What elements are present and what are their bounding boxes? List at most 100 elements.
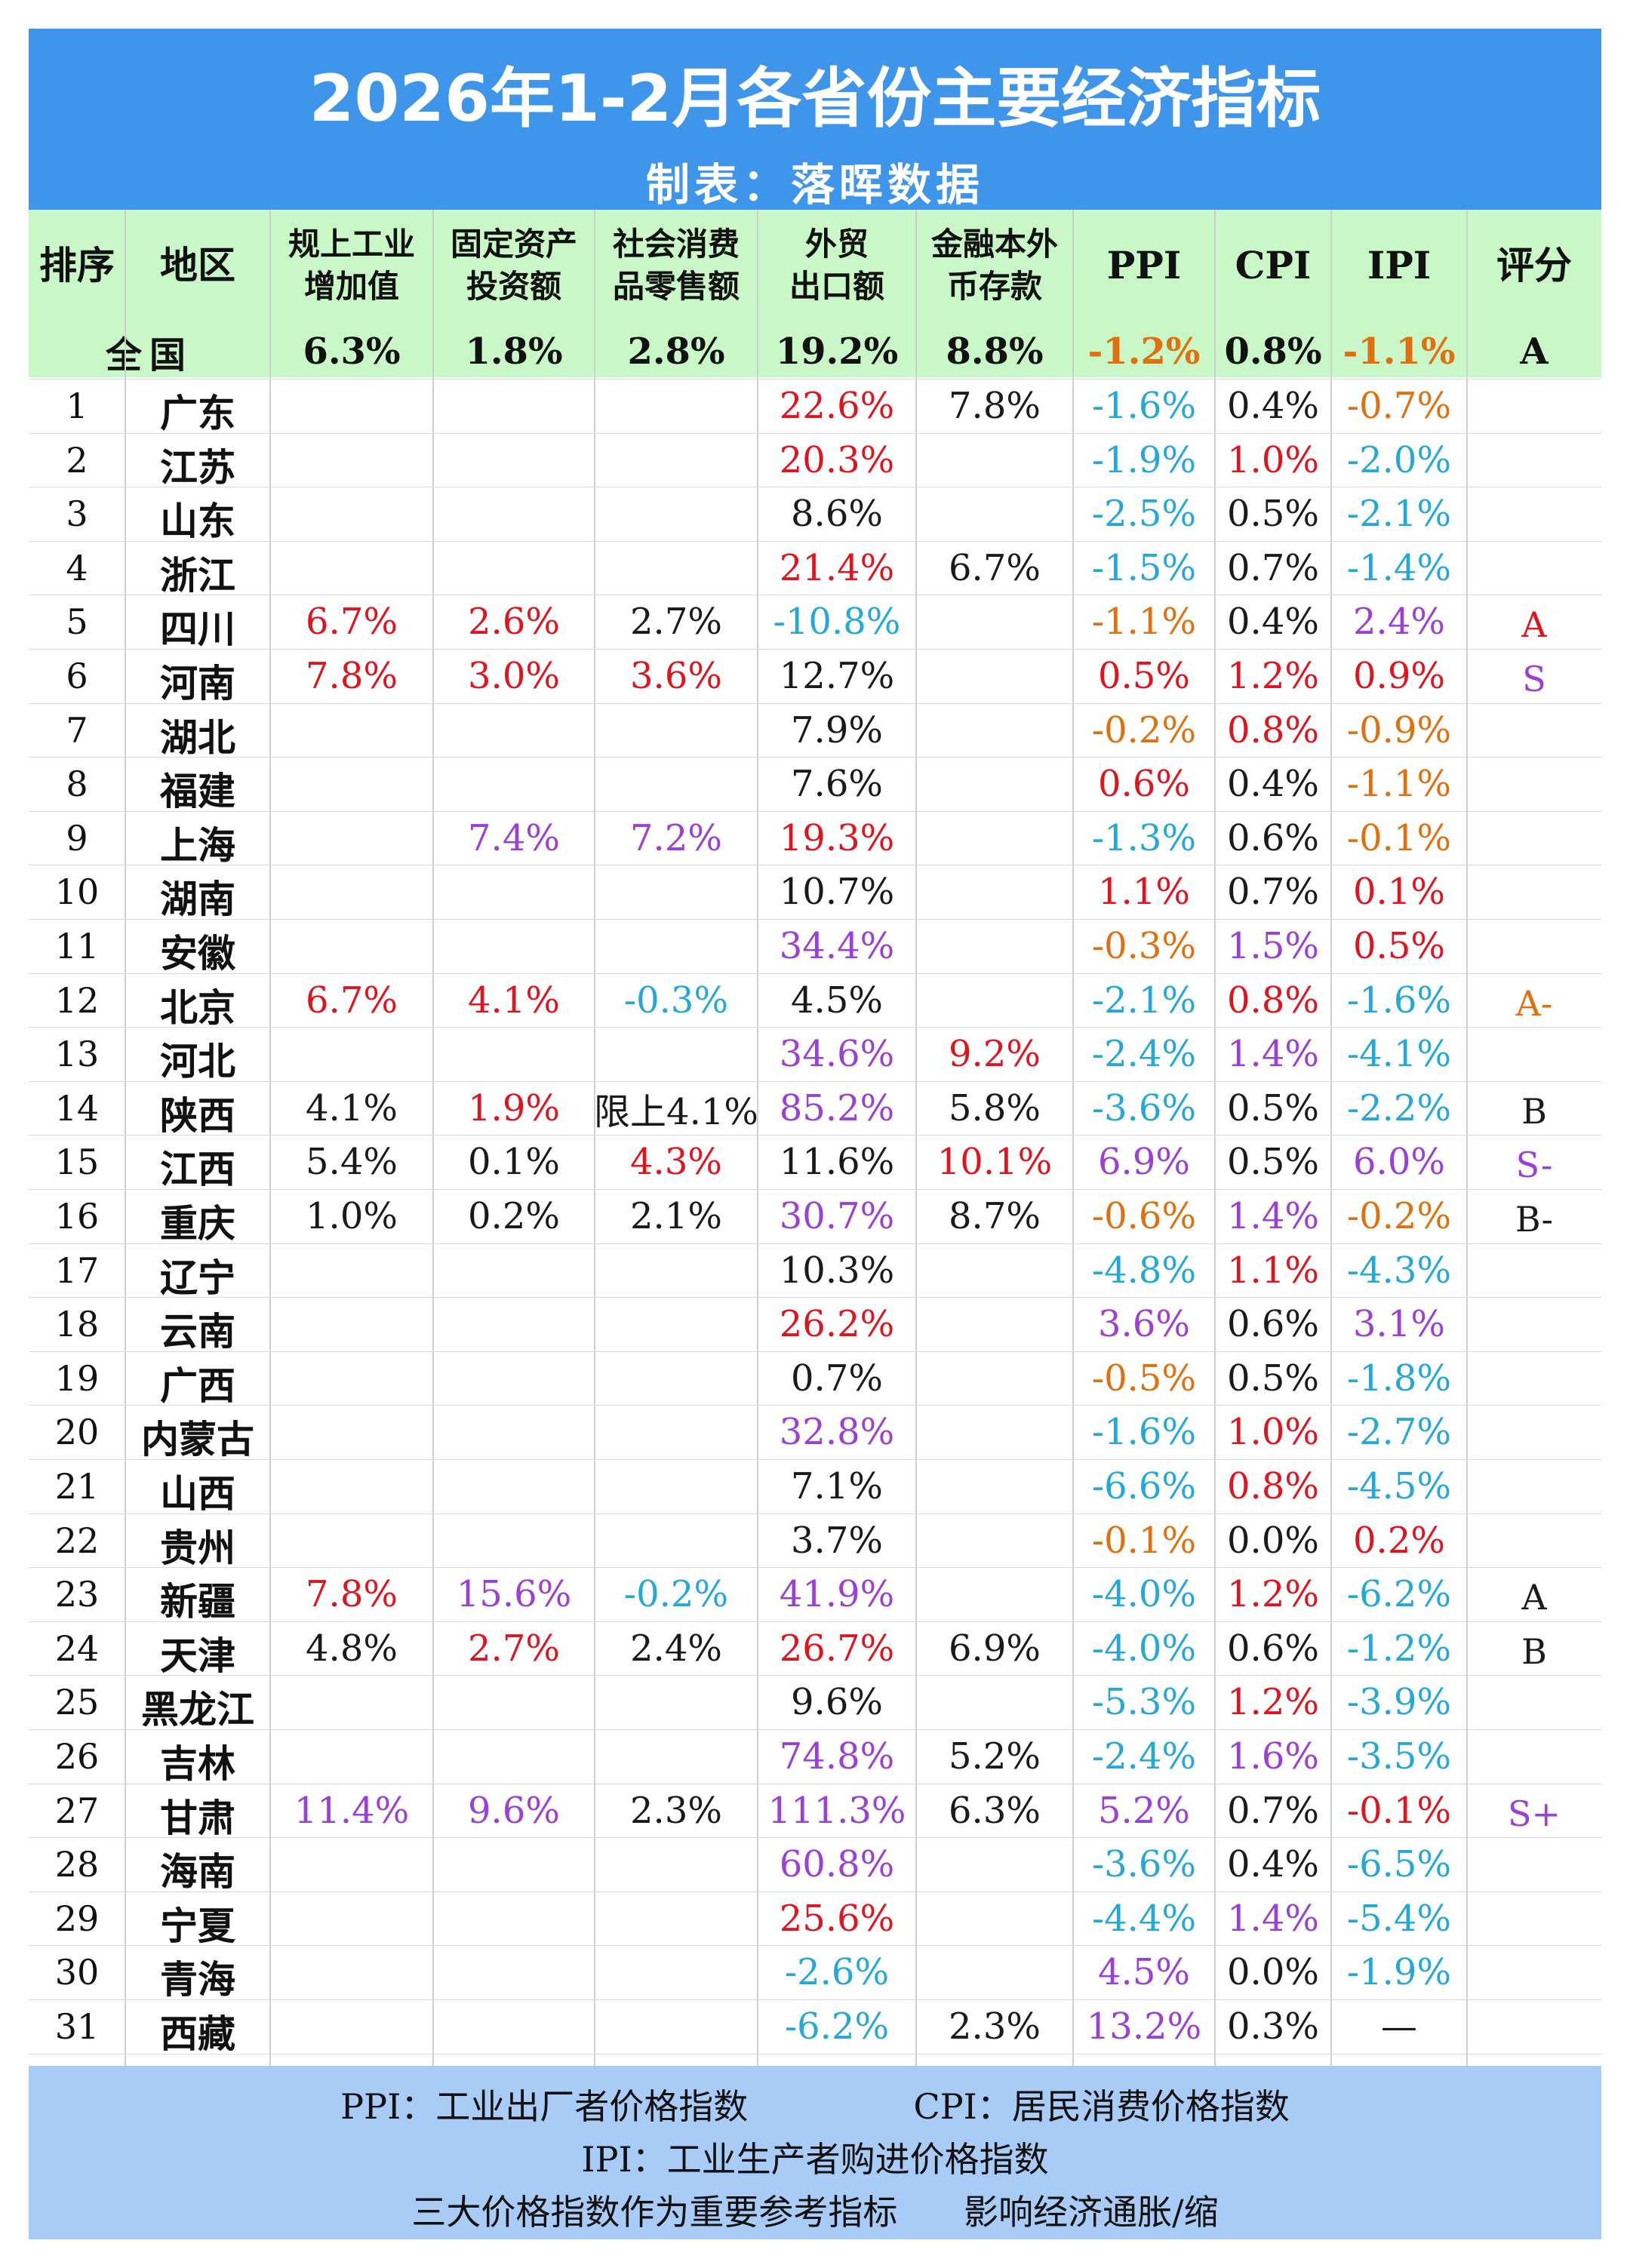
- grade-cell: [1467, 436, 1601, 490]
- industrial-value-added-cell: [270, 1459, 433, 1514]
- retail-sales-cell: [595, 1837, 758, 1892]
- ppi-cell: -0.6%: [1091, 1195, 1197, 1237]
- deposits-cell: [916, 919, 1073, 973]
- rank-cell: 11: [54, 926, 100, 967]
- grade-cell: [1467, 1948, 1601, 2002]
- industrial-value-added-cell: 6.7%: [306, 979, 398, 1022]
- grade-cell: A: [1521, 1577, 1547, 1618]
- fixed-asset-investment-cell: 3.0%: [468, 655, 560, 697]
- ipi-cell: -0.9%: [1346, 709, 1452, 751]
- deposits-cell: [916, 433, 1073, 487]
- footer-line-1: PPI：工业出厂者价格指数 CPI：居民消费价格指数: [29, 2079, 1601, 2129]
- cpi-cell: 0.4%: [1227, 601, 1319, 643]
- fixed-asset-investment-cell: [433, 1459, 595, 1514]
- ipi-cell: -3.9%: [1346, 1681, 1452, 1723]
- row-divider: [29, 811, 1601, 812]
- cpi-cell: 1.6%: [1227, 1735, 1319, 1778]
- grade-cell: [1467, 922, 1601, 976]
- ppi-cell: -4.0%: [1091, 1573, 1197, 1615]
- row-divider: [29, 1621, 1601, 1622]
- industrial-value-added-cell: [270, 1243, 433, 1298]
- industrial-value-added-cell: [270, 865, 433, 919]
- industrial-value-added-cell: [270, 1675, 433, 1729]
- cpi-cell: 1.2%: [1227, 1681, 1319, 1723]
- rank-cell: 23: [54, 1574, 100, 1615]
- fixed-asset-investment-cell: [433, 1514, 595, 1568]
- ipi-cell: -4.5%: [1346, 1465, 1452, 1507]
- footer-ppi-note: PPI：工业出厂者价格指数: [340, 2086, 749, 2127]
- industrial-value-added-cell: [270, 1837, 433, 1892]
- deposits-cell: [916, 595, 1073, 649]
- footer-summary-note: 三大价格指数作为重要参考指标 影响经济通胀/缩: [411, 2192, 1219, 2233]
- grade-cell: [1467, 1300, 1601, 1354]
- ppi-cell: -1.3%: [1091, 817, 1197, 859]
- grade-cell: B-: [1515, 1199, 1554, 1240]
- export-cell: -2.6%: [784, 1951, 890, 1993]
- rank-cell: 4: [66, 548, 88, 589]
- ppi-cell: -3.6%: [1091, 1843, 1197, 1885]
- ppi-cell: -1.6%: [1091, 385, 1197, 427]
- retail-sales-cell: [595, 1243, 758, 1298]
- ipi-cell: -2.2%: [1346, 1087, 1452, 1129]
- fixed-asset-investment-cell: 15.6%: [456, 1573, 572, 1615]
- retail-sales-cell: [595, 541, 758, 595]
- retail-sales-cell: [595, 1459, 758, 1514]
- header-ipi: IPI: [1367, 243, 1432, 287]
- column-divider: [1214, 210, 1216, 2066]
- rank-cell: 20: [54, 1412, 100, 1452]
- ppi-cell: 6.9%: [1098, 1141, 1190, 1183]
- export-cell: 7.9%: [791, 709, 883, 751]
- rank-cell: 16: [54, 1196, 100, 1237]
- deposits-cell: [916, 1405, 1073, 1459]
- row-divider: [29, 1999, 1601, 2000]
- industrial-value-added-cell: [270, 379, 433, 433]
- row-divider: [29, 1081, 1601, 1082]
- fixed-asset-investment-cell: 9.6%: [468, 1790, 560, 1832]
- ppi-cell: -4.4%: [1091, 1898, 1197, 1940]
- industrial-value-added-cell: 6.7%: [306, 601, 398, 643]
- export-cell: 22.6%: [779, 385, 895, 427]
- industrial-value-added-cell: [270, 919, 433, 973]
- footer-ipi-note: IPI：工业生产者购进价格指数: [581, 2139, 1049, 2180]
- header-ppi: PPI: [1106, 243, 1182, 287]
- grade-cell: [1467, 1246, 1601, 1301]
- grade-cell: [1467, 490, 1601, 544]
- cpi-cell: 1.0%: [1227, 439, 1319, 481]
- ppi-cell: 3.6%: [1098, 1303, 1190, 1345]
- retail-sales-cell: [595, 1027, 758, 1081]
- region-cell: 贵州: [160, 1526, 235, 1570]
- deposits-cell: [916, 1459, 1073, 1514]
- ipi-cell: -2.0%: [1346, 439, 1452, 481]
- industrial-value-added-cell: 7.8%: [306, 655, 398, 697]
- industrial-value-added-cell: 7.8%: [306, 1573, 398, 1615]
- cpi-cell: 1.0%: [1227, 1411, 1319, 1453]
- retail-sales-cell: -0.2%: [623, 1573, 729, 1615]
- cpi-cell: 0.5%: [1227, 1141, 1319, 1183]
- ppi-cell: -0.1%: [1091, 1520, 1197, 1562]
- ppi-cell: -5.3%: [1091, 1681, 1197, 1723]
- fixed-asset-investment-cell: [433, 379, 595, 433]
- region-cell: 海南: [160, 1849, 235, 1894]
- industrial-value-added-cell: [270, 541, 433, 595]
- industrial-value-added-cell: [270, 487, 433, 541]
- cpi-cell: 0.7%: [1227, 547, 1319, 589]
- row-divider: [29, 1729, 1601, 1730]
- retail-sales-cell: [595, 1945, 758, 1999]
- retail-sales-cell: [595, 919, 758, 973]
- region-cell: 山西: [160, 1471, 235, 1516]
- column-divider: [1072, 210, 1074, 2066]
- deposits-cell: [916, 703, 1073, 758]
- retail-sales-cell: [595, 1675, 758, 1729]
- deposits-cell: [916, 1351, 1073, 1406]
- fixed-asset-investment-cell: 2.7%: [468, 1627, 560, 1670]
- grade-cell: [1467, 814, 1601, 868]
- industrial-value-added-cell: 11.4%: [294, 1790, 410, 1832]
- rank-cell: 8: [66, 764, 88, 804]
- row-divider: [29, 433, 1601, 434]
- industrial-value-added-cell: [270, 1351, 433, 1406]
- column-divider: [125, 210, 126, 2066]
- ppi-cell: -1.5%: [1091, 547, 1197, 589]
- region-cell: 四川: [160, 607, 235, 651]
- ppi-cell: -4.8%: [1091, 1249, 1197, 1292]
- grade-cell: A: [1521, 604, 1547, 645]
